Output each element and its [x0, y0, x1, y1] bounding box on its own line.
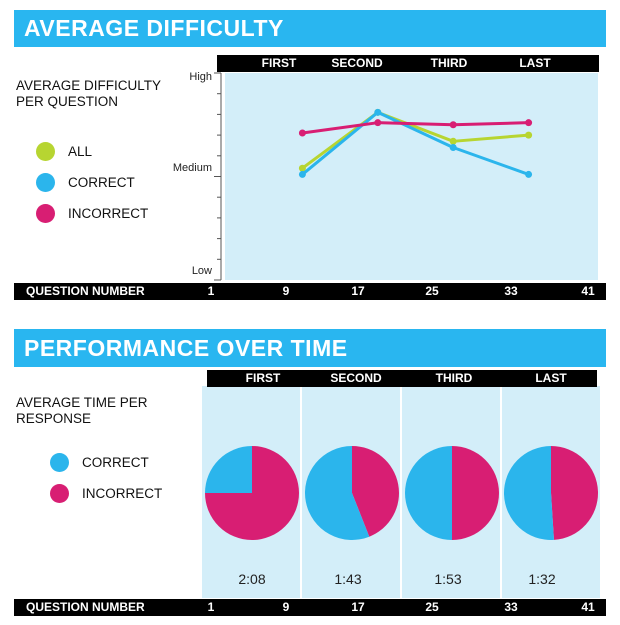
x-tick-33-2: 33: [504, 600, 518, 614]
x-tick-25-2: 25: [425, 600, 439, 614]
x-tick-33: 33: [504, 284, 518, 298]
x-tick-17: 17: [351, 284, 365, 298]
y-label-medium: Medium: [172, 162, 212, 174]
data-point-incorrect: [374, 119, 382, 127]
difficulty-quartile-header: FIRST SECOND THIRD LAST: [217, 55, 599, 72]
data-point-correct: [525, 170, 533, 178]
difficulty-line-chart: [214, 72, 598, 281]
time-x-axis-bar: QUESTION NUMBER 1 9 17 25 33 41: [14, 599, 606, 616]
data-point-correct: [449, 144, 457, 152]
quartile-first-2: FIRST: [245, 371, 281, 385]
time-label-third: 1:53: [434, 571, 462, 587]
x-tick-9: 9: [282, 284, 290, 298]
quartile-first: FIRST: [261, 56, 297, 70]
quartile-second: SECOND: [331, 56, 383, 70]
x-tick-25: 25: [425, 284, 439, 298]
x-tick-1: 1: [207, 284, 215, 298]
y-label-low: Low: [191, 265, 212, 277]
x-tick-1-2: 1: [207, 600, 215, 614]
time-quartile-header: FIRST SECOND THIRD LAST: [207, 370, 597, 387]
x-tick-41: 41: [581, 284, 595, 298]
section-title-average-difficulty: AVERAGE DIFFICULTY: [14, 10, 606, 47]
pie-slice-second-correct: [305, 446, 370, 540]
series-line-all: [301, 110, 529, 170]
data-point-incorrect: [525, 119, 533, 127]
pie-slice-last-correct: [503, 446, 554, 540]
pie-slice-third-correct: [405, 446, 452, 540]
pie-slice-second-incorrect: [352, 446, 400, 537]
x-tick-17-2: 17: [351, 600, 365, 614]
time-label-first: 2:08: [238, 571, 266, 587]
legend-swatch-correct: [36, 173, 55, 192]
legend-label-incorrect-2: INCORRECT: [82, 486, 163, 501]
x-tick-41-2: 41: [581, 600, 595, 614]
legend-swatch-all: [36, 142, 55, 161]
legend-swatch-incorrect-2: [50, 484, 69, 503]
difficulty-x-axis-bar: QUESTION NUMBER 1 9 17 25 33 41: [14, 283, 606, 300]
pie-slice-last-incorrect: [551, 446, 598, 540]
x-tick-9-2: 9: [282, 600, 290, 614]
pie-slice-first-correct: [205, 446, 252, 493]
data-point-incorrect: [298, 129, 306, 137]
section-title-performance-over-time: PERFORMANCE OVER TIME: [14, 329, 606, 367]
difficulty-legend: ALL CORRECT INCORRECT: [36, 142, 176, 232]
quartile-third: THIRD: [430, 56, 468, 70]
legend-swatch-incorrect: [36, 204, 55, 223]
time-legend: CORRECT INCORRECT: [50, 453, 190, 513]
x-axis-label-2: QUESTION NUMBER: [26, 600, 145, 614]
pie-slice-third-incorrect: [452, 446, 499, 540]
legend-label-correct-2: CORRECT: [82, 455, 149, 470]
quartile-second-2: SECOND: [330, 371, 382, 385]
x-axis-label: QUESTION NUMBER: [26, 284, 145, 298]
data-point-all: [298, 164, 306, 172]
series-line-correct: [301, 110, 530, 176]
data-point-incorrect: [449, 121, 457, 129]
plot-area: [225, 73, 598, 280]
series-line-incorrect: [302, 121, 529, 135]
time-side-label: AVERAGE TIME PER RESPONSE: [16, 395, 148, 426]
legend-label-incorrect: INCORRECT: [68, 206, 149, 221]
time-label-last: 1:32: [528, 571, 556, 587]
data-point-correct: [374, 108, 382, 116]
legend-label-correct: CORRECT: [68, 175, 135, 190]
difficulty-side-label: AVERAGE DIFFICULTY PER QUESTION: [16, 78, 161, 109]
quartile-third-2: THIRD: [435, 371, 473, 385]
quartile-last-2: LAST: [535, 371, 567, 385]
quartile-last: LAST: [519, 56, 551, 70]
data-point-all: [525, 131, 533, 139]
legend-label-all: ALL: [68, 144, 93, 159]
data-point-all: [449, 137, 457, 145]
data-point-correct: [298, 170, 306, 178]
y-label-high: High: [189, 71, 212, 83]
time-label-second: 1:43: [334, 571, 362, 587]
legend-swatch-correct-2: [50, 453, 69, 472]
